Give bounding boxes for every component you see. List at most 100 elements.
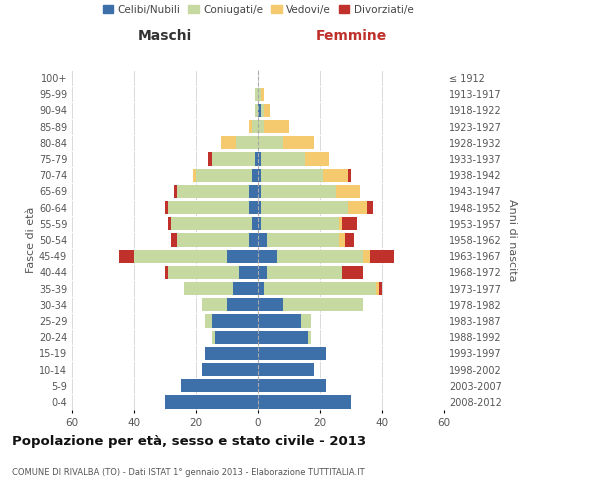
Bar — [249, 201, 258, 214]
Bar — [305, 152, 329, 166]
Bar — [212, 314, 258, 328]
Bar — [261, 217, 338, 230]
Bar — [202, 298, 227, 312]
Bar — [258, 363, 314, 376]
Y-axis label: Fasce di età: Fasce di età — [26, 207, 36, 273]
Bar — [168, 201, 249, 214]
Bar — [233, 282, 258, 295]
Bar — [174, 185, 178, 198]
Bar — [376, 282, 379, 295]
Bar — [252, 168, 258, 182]
Bar — [283, 136, 314, 149]
Bar — [258, 330, 308, 344]
Bar — [119, 250, 134, 263]
Bar — [165, 266, 168, 279]
Bar — [171, 234, 178, 246]
Bar — [215, 330, 258, 344]
Bar — [323, 168, 348, 182]
Bar — [258, 136, 283, 149]
Bar — [249, 120, 252, 134]
Bar — [212, 330, 215, 344]
Bar — [264, 104, 271, 117]
Bar — [258, 314, 301, 328]
Text: Maschi: Maschi — [138, 29, 192, 43]
Bar — [258, 185, 261, 198]
Legend: Celibi/Nubili, Coniugati/e, Vedovi/e, Divorziati/e: Celibi/Nubili, Coniugati/e, Vedovi/e, Di… — [98, 0, 418, 18]
Bar — [258, 88, 261, 101]
Bar — [255, 104, 258, 117]
Bar — [239, 266, 258, 279]
Bar — [258, 104, 261, 117]
Bar — [264, 282, 376, 295]
Bar — [184, 282, 233, 295]
Bar — [258, 396, 351, 408]
Bar — [212, 152, 255, 166]
Bar — [252, 120, 258, 134]
Bar — [261, 168, 323, 182]
Bar — [261, 201, 348, 214]
Bar — [335, 185, 360, 198]
Bar — [258, 120, 264, 134]
Bar — [367, 201, 373, 214]
Bar — [205, 314, 212, 328]
Bar — [283, 298, 364, 312]
Bar — [345, 234, 354, 246]
Y-axis label: Anni di nascita: Anni di nascita — [507, 198, 517, 281]
Bar — [261, 104, 264, 117]
Bar — [338, 217, 342, 230]
Bar — [202, 363, 258, 376]
Bar — [171, 217, 252, 230]
Bar — [258, 217, 261, 230]
Bar — [181, 379, 258, 392]
Bar — [134, 250, 227, 263]
Bar — [379, 282, 382, 295]
Bar — [301, 314, 311, 328]
Bar — [249, 185, 258, 198]
Bar — [308, 330, 311, 344]
Bar — [196, 168, 252, 182]
Bar — [342, 217, 357, 230]
Bar — [168, 266, 239, 279]
Bar — [261, 185, 335, 198]
Bar — [268, 234, 338, 246]
Bar — [165, 396, 258, 408]
Bar — [264, 120, 289, 134]
Bar — [348, 168, 351, 182]
Bar — [168, 217, 171, 230]
Text: COMUNE DI RIVALBA (TO) - Dati ISTAT 1° gennaio 2013 - Elaborazione TUTTITALIA.IT: COMUNE DI RIVALBA (TO) - Dati ISTAT 1° g… — [12, 468, 365, 477]
Bar — [258, 282, 264, 295]
Bar — [258, 152, 261, 166]
Bar — [227, 250, 258, 263]
Bar — [258, 346, 326, 360]
Bar — [205, 346, 258, 360]
Bar — [258, 234, 268, 246]
Bar — [221, 136, 236, 149]
Text: Popolazione per età, sesso e stato civile - 2013: Popolazione per età, sesso e stato civil… — [12, 435, 366, 448]
Bar — [252, 217, 258, 230]
Bar — [258, 266, 268, 279]
Bar — [342, 266, 364, 279]
Bar — [258, 250, 277, 263]
Bar — [208, 152, 212, 166]
Bar — [370, 250, 394, 263]
Bar — [268, 266, 342, 279]
Bar — [261, 152, 305, 166]
Bar — [258, 379, 326, 392]
Bar — [338, 234, 345, 246]
Bar — [236, 136, 258, 149]
Bar — [193, 168, 196, 182]
Bar — [258, 201, 261, 214]
Bar — [165, 201, 168, 214]
Bar — [227, 298, 258, 312]
Bar — [178, 234, 249, 246]
Bar — [258, 298, 283, 312]
Bar — [348, 201, 367, 214]
Bar — [277, 250, 364, 263]
Bar — [249, 234, 258, 246]
Bar — [261, 88, 264, 101]
Text: Femmine: Femmine — [316, 29, 386, 43]
Bar — [255, 88, 258, 101]
Bar — [178, 185, 249, 198]
Bar — [364, 250, 370, 263]
Bar — [255, 152, 258, 166]
